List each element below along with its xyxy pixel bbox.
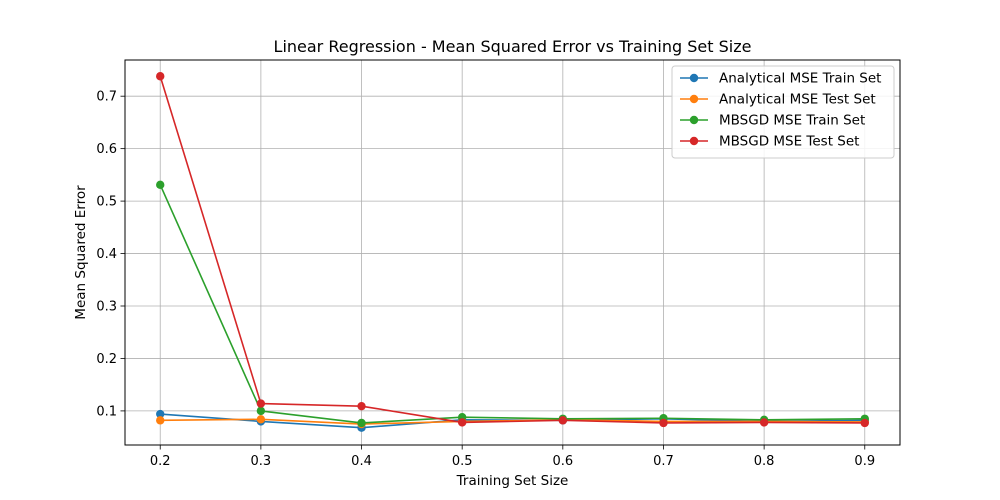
legend-label: MBSGD MSE Test Set xyxy=(719,134,859,150)
y-tick-label: 0.2 xyxy=(96,352,117,367)
data-point xyxy=(458,418,466,426)
x-tick-label: 0.6 xyxy=(552,454,573,469)
data-point xyxy=(659,419,667,427)
x-tick-label: 0.4 xyxy=(351,454,372,469)
y-tick-label: 0.3 xyxy=(96,300,117,315)
data-point xyxy=(257,407,265,415)
legend-label: Analytical MSE Train Set xyxy=(719,71,881,87)
x-axis-label: Training Set Size xyxy=(456,473,569,489)
x-tick-label: 0.8 xyxy=(754,454,775,469)
y-tick-label: 0.5 xyxy=(96,195,117,210)
legend-swatch-marker xyxy=(690,74,698,82)
legend-swatch-marker xyxy=(690,95,698,103)
legend-swatch-marker xyxy=(690,137,698,145)
x-tick-label: 0.3 xyxy=(251,454,272,469)
data-point xyxy=(559,416,567,424)
data-point xyxy=(357,402,365,410)
data-point xyxy=(357,419,365,427)
legend-label: MBSGD MSE Train Set xyxy=(719,113,865,129)
x-tick-label: 0.7 xyxy=(653,454,674,469)
data-point xyxy=(156,72,164,80)
x-tick-label: 0.5 xyxy=(452,454,473,469)
y-tick-label: 0.6 xyxy=(96,142,117,157)
data-point xyxy=(156,416,164,424)
legend-swatch-marker xyxy=(690,116,698,124)
data-point xyxy=(257,399,265,407)
y-tick-label: 0.4 xyxy=(96,247,117,262)
data-point xyxy=(861,419,869,427)
chart-title: Linear Regression - Mean Squared Error v… xyxy=(274,37,752,56)
y-tick-label: 0.7 xyxy=(96,90,117,105)
data-point xyxy=(257,415,265,423)
data-point xyxy=(156,181,164,189)
data-point xyxy=(760,418,768,426)
legend-label: Analytical MSE Test Set xyxy=(719,92,876,108)
y-tick-label: 0.1 xyxy=(96,404,117,419)
x-tick-label: 0.9 xyxy=(854,454,875,469)
legend: Analytical MSE Train Set Analytical MSE T… xyxy=(672,66,894,158)
x-tick-label: 0.2 xyxy=(150,454,171,469)
y-axis-label: Mean Squared Error xyxy=(73,185,89,320)
